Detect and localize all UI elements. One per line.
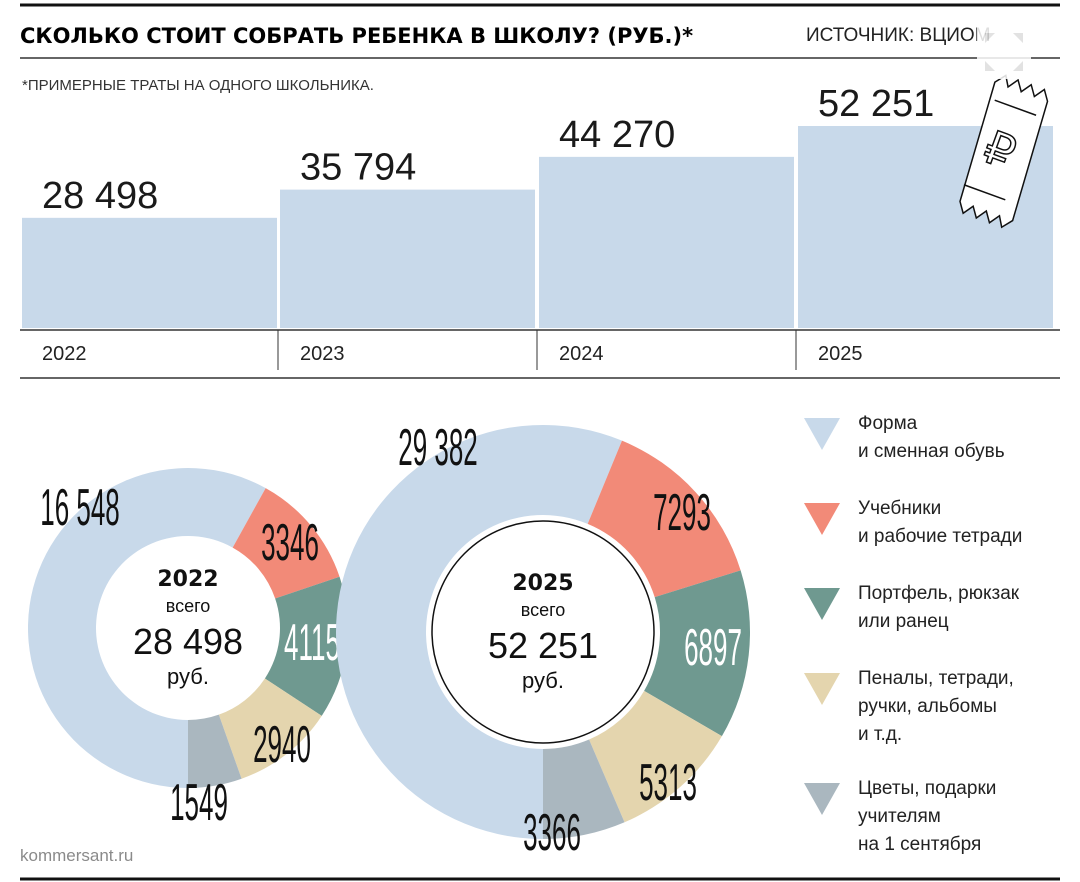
center-total: 28 498 bbox=[133, 621, 243, 662]
center-year: 2022 bbox=[157, 567, 218, 592]
center-unit: руб. bbox=[522, 668, 564, 693]
legend-label: Портфель, рюкзак или ранец bbox=[858, 583, 1020, 632]
segment-value-label: 6897 bbox=[684, 618, 742, 676]
donut-segment bbox=[587, 440, 741, 598]
year-tick-label: 2024 bbox=[559, 343, 604, 365]
segment-value-label: 29 382 bbox=[398, 418, 478, 476]
legend-label: Цветы, подарки учителям на 1 сентября bbox=[858, 778, 997, 855]
donut-segment bbox=[336, 425, 623, 839]
segment-value-label: 2940 bbox=[253, 715, 311, 773]
donut-segment bbox=[188, 714, 242, 788]
segment-value-label: 3346 bbox=[261, 513, 319, 571]
bar-2022 bbox=[22, 217, 277, 328]
center-total: 52 251 bbox=[488, 625, 598, 666]
legend-label: Пеналы, тетради, ручки, альбомы и т.д. bbox=[858, 668, 1014, 745]
year-tick-label: 2022 bbox=[42, 343, 87, 365]
legend-label: Форма и сменная обувь bbox=[858, 413, 1005, 462]
donut-segment bbox=[28, 467, 266, 788]
year-tick-label: 2023 bbox=[300, 343, 345, 365]
bar-value-label: 44 270 bbox=[559, 114, 675, 156]
donut-segment bbox=[218, 678, 322, 779]
legend-swatch-triangle-icon bbox=[804, 783, 840, 815]
ruble-ticket-icon: ₽ bbox=[959, 74, 1049, 229]
donut-segment bbox=[232, 488, 340, 599]
bar-2024 bbox=[539, 156, 794, 328]
donut-2025: 29 382 7293 6897 5313 3366 2025 всего 52 251руб… bbox=[336, 418, 750, 861]
expand-arrows-icon[interactable] bbox=[977, 25, 1031, 79]
source-label: ИСТОЧНИК: ВЦИОМ bbox=[806, 25, 991, 46]
segment-value-label: 4115 bbox=[284, 613, 340, 671]
segment-value-label: 7293 bbox=[653, 483, 711, 541]
bar-chart: 28 498 2022 35 794 2023 44 270 2024 52 251 2025 bbox=[20, 83, 1060, 379]
bar-2023 bbox=[280, 189, 535, 328]
year-tick-label: 2025 bbox=[818, 343, 863, 365]
center-caption: всего bbox=[166, 596, 211, 616]
legend-swatch-triangle-icon bbox=[804, 503, 840, 535]
bar-value-label: 52 251 bbox=[818, 83, 934, 125]
legend-swatch-triangle-icon bbox=[804, 673, 840, 705]
chart-title: СКОЛЬКО СТОИТ СОБРАТЬ РЕБЕНКА В ШКОЛУ? (… bbox=[20, 24, 693, 48]
donut-2022: 16 548 3346 4115 2940 1549 2022 всего 28 498руб… bbox=[28, 467, 348, 831]
bar-value-label: 28 498 bbox=[42, 175, 158, 217]
legend-label: Учебники и рабочие тетради bbox=[858, 498, 1023, 547]
segment-value-label: 1549 bbox=[170, 773, 228, 831]
segment-value-label: 3366 bbox=[523, 803, 581, 861]
donut-segment bbox=[644, 570, 750, 737]
center-unit: руб. bbox=[167, 664, 209, 689]
footnote: *ПРИМЕРНЫЕ ТРАТЫ НА ОДНОГО ШКОЛЬНИКА. bbox=[22, 77, 374, 94]
segment-value-label: 16 548 bbox=[40, 478, 120, 536]
credit: kommersant.ru bbox=[20, 846, 134, 865]
donut-segment bbox=[543, 739, 625, 839]
donut-segment bbox=[589, 690, 722, 823]
center-caption: всего bbox=[521, 600, 566, 620]
legend-swatch-triangle-icon bbox=[804, 418, 840, 450]
legend-swatch-triangle-icon bbox=[804, 588, 840, 620]
donut-segment bbox=[264, 576, 348, 716]
center-year: 2025 bbox=[512, 571, 573, 596]
inner-ring bbox=[431, 520, 655, 744]
segment-value-label: 5313 bbox=[639, 753, 697, 811]
bar-value-label: 35 794 bbox=[300, 147, 416, 189]
